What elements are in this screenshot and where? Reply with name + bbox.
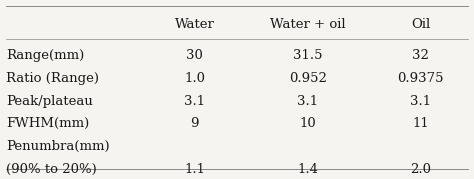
- Text: 30: 30: [186, 49, 203, 62]
- Text: 1.0: 1.0: [184, 72, 205, 85]
- Text: 3.1: 3.1: [184, 95, 205, 108]
- Text: Water: Water: [174, 18, 215, 31]
- Text: Range(mm): Range(mm): [6, 49, 84, 62]
- Text: 0.952: 0.952: [289, 72, 327, 85]
- Text: Ratio (Range): Ratio (Range): [6, 72, 99, 85]
- Text: 0.9375: 0.9375: [398, 72, 444, 85]
- Text: Peak/plateau: Peak/plateau: [6, 95, 93, 108]
- Text: 1.4: 1.4: [297, 163, 318, 176]
- Text: 1.1: 1.1: [184, 163, 205, 176]
- Text: 9: 9: [191, 117, 199, 130]
- Text: 32: 32: [412, 49, 429, 62]
- Text: 2.0: 2.0: [410, 163, 431, 176]
- Text: Water + oil: Water + oil: [270, 18, 346, 31]
- Text: 11: 11: [412, 117, 429, 130]
- Text: Penumbra(mm): Penumbra(mm): [6, 140, 109, 153]
- Text: Oil: Oil: [411, 18, 430, 31]
- Text: 3.1: 3.1: [297, 95, 318, 108]
- Text: FWHM(mm): FWHM(mm): [6, 117, 90, 130]
- Text: 10: 10: [299, 117, 316, 130]
- Text: (90% to 20%): (90% to 20%): [6, 163, 97, 176]
- Text: 3.1: 3.1: [410, 95, 431, 108]
- Text: 31.5: 31.5: [293, 49, 322, 62]
